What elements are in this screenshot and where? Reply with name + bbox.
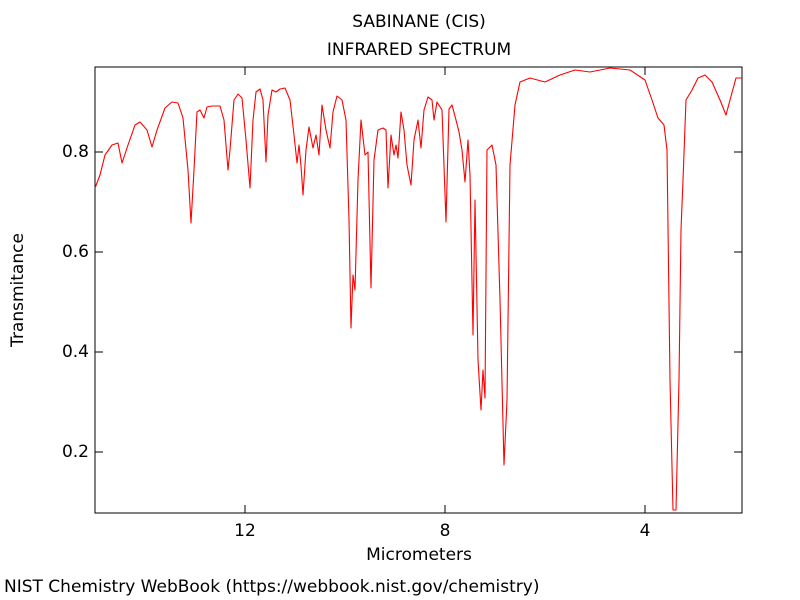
x-tick-label: 4 [640, 521, 651, 541]
chart-title: SABINANE (CIS) [352, 12, 486, 32]
x-axis-label: Micrometers [366, 545, 472, 565]
chart-subtitle: INFRARED SPECTRUM [327, 40, 511, 60]
plot-frame [94, 66, 743, 514]
y-tick-label: 0.4 [62, 342, 89, 362]
y-tick-label: 0.8 [62, 142, 89, 162]
x-tick-label: 8 [440, 521, 451, 541]
y-tick-label: 0.2 [62, 442, 89, 462]
spectrum-line [94, 67, 742, 511]
x-tick-label: 12 [234, 521, 256, 541]
y-tick-label: 0.6 [62, 242, 89, 262]
source-note: NIST Chemistry WebBook (https://webbook.… [4, 577, 539, 597]
y-axis-label: Transmitance [8, 233, 28, 348]
